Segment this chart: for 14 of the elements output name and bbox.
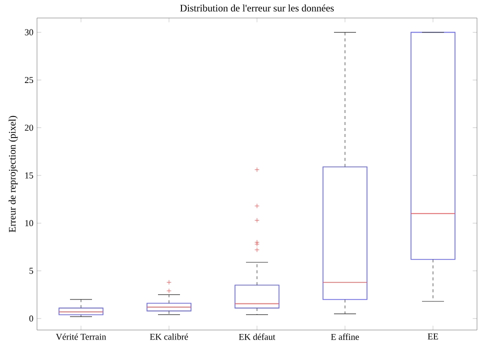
y-tick-label: 25 bbox=[24, 77, 34, 84]
y-tick-label: 20 bbox=[24, 124, 34, 131]
y-tick-label: 0 bbox=[29, 316, 34, 322]
y-tick-label: 5 bbox=[30, 268, 34, 274]
y-tick-label: 10 bbox=[25, 220, 34, 226]
x-tick-label: EE bbox=[428, 334, 438, 340]
x-tick-label: EK défaut bbox=[238, 334, 276, 340]
y-tick-label: 15 bbox=[25, 172, 34, 178]
y-axis-title: Erreur de reprojection (pixel) bbox=[8, 116, 18, 232]
x-tick-label: Vérité Terrain bbox=[56, 334, 106, 340]
y-tick-label: 30 bbox=[24, 29, 34, 36]
x-tick-label: EK calibré bbox=[150, 334, 188, 340]
x-tick-label: E affine bbox=[331, 334, 359, 340]
chart-title: Distribution de l'erreur sur les données bbox=[180, 4, 334, 12]
